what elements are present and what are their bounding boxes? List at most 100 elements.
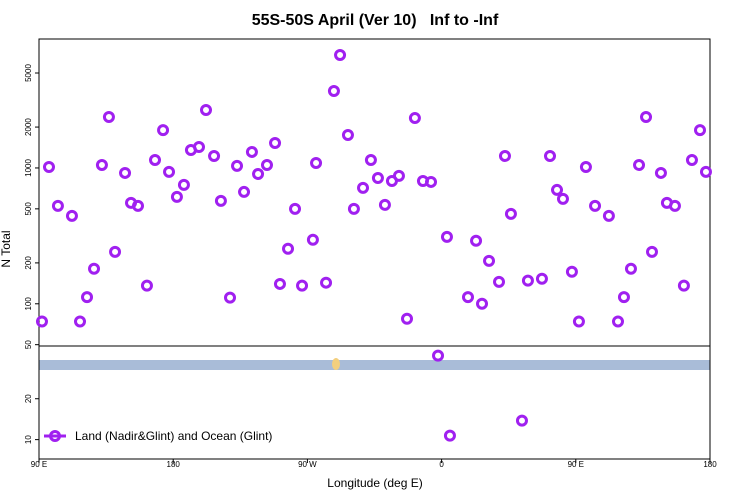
y-tick-label: 100 (24, 297, 33, 311)
data-point (95, 158, 108, 171)
data-point (149, 153, 162, 166)
data-point (163, 165, 176, 178)
y-tick-label: 2000 (24, 118, 33, 136)
data-point (378, 198, 391, 211)
data-point (269, 136, 282, 149)
data-point (694, 124, 707, 137)
legend: Land (Nadir&Glint) and Ocean (Glint) (44, 429, 272, 443)
map-land (332, 358, 340, 370)
data-point (208, 149, 221, 162)
data-point (425, 175, 438, 188)
data-point (443, 429, 456, 442)
data-point (289, 202, 302, 215)
data-point (347, 202, 360, 215)
data-point (611, 315, 624, 328)
x-tick-label: 90 E (568, 460, 584, 469)
data-point (515, 414, 528, 427)
data-point (224, 291, 237, 304)
data-point (273, 277, 286, 290)
data-point (677, 279, 690, 292)
data-point (320, 276, 333, 289)
data-point (296, 279, 309, 292)
data-point (364, 153, 377, 166)
data-point (140, 279, 153, 292)
data-point (200, 104, 213, 117)
y-tick-label: 10 (24, 435, 33, 444)
data-point (624, 262, 637, 275)
data-point (504, 207, 517, 220)
data-point (408, 112, 421, 125)
data-point (371, 171, 384, 184)
data-point (238, 185, 251, 198)
data-point (551, 183, 564, 196)
data-point (231, 159, 244, 172)
data-point (633, 158, 646, 171)
data-point (282, 242, 295, 255)
data-point (192, 141, 205, 154)
data-point (102, 111, 115, 124)
data-point (119, 166, 132, 179)
data-point (65, 209, 78, 222)
data-point (476, 297, 489, 310)
data-point (602, 209, 615, 222)
y-tick-label: 20 (24, 394, 33, 403)
x-tick-label: 0 (439, 460, 444, 469)
data-point (483, 254, 496, 267)
data-point (401, 312, 414, 325)
data-point (88, 262, 101, 275)
data-point (654, 166, 667, 179)
x-tick-label: 180 (703, 460, 717, 469)
data-point (357, 181, 370, 194)
data-point (579, 161, 592, 174)
data-point (157, 124, 170, 137)
data-point (498, 149, 511, 162)
data-point (645, 245, 658, 258)
data-point (109, 245, 122, 258)
data-point (260, 158, 273, 171)
data-point (51, 199, 64, 212)
map-strip (39, 360, 710, 370)
legend-label: Land (Nadir&Glint) and Ocean (Glint) (75, 429, 272, 443)
data-point (334, 49, 347, 62)
data-point (35, 315, 48, 328)
data-point (699, 165, 712, 178)
y-tick-label: 5000 (24, 64, 33, 82)
data-point (81, 291, 94, 304)
data-point (252, 167, 265, 180)
y-tick-label: 50 (24, 340, 33, 349)
data-point (470, 234, 483, 247)
data-point (341, 128, 354, 141)
data-point (132, 199, 145, 212)
data-point (685, 153, 698, 166)
data-point (556, 192, 569, 205)
y-axis-label: N Total (0, 230, 13, 267)
data-point (589, 199, 602, 212)
y-tick-label: 1000 (24, 159, 33, 177)
data-point (640, 111, 653, 124)
data-point (572, 315, 585, 328)
data-point (74, 315, 87, 328)
x-tick-label: 90 W (298, 460, 317, 469)
data-point (327, 85, 340, 98)
x-tick-label: 90 E (31, 460, 47, 469)
data-point (544, 149, 557, 162)
data-point (617, 291, 630, 304)
data-point (310, 156, 323, 169)
data-point (565, 265, 578, 278)
data-point (432, 349, 445, 362)
data-point (245, 145, 258, 158)
y-tick-label: 200 (24, 256, 33, 270)
data-point (306, 233, 319, 246)
data-point (392, 169, 405, 182)
x-tick-label: 180 (167, 460, 181, 469)
data-point (177, 178, 190, 191)
data-point (170, 190, 183, 203)
plot-frame (38, 38, 711, 460)
legend-marker (49, 430, 61, 442)
y-tick-label: 500 (24, 202, 33, 216)
data-point (461, 291, 474, 304)
x-axis-label: Longitude (deg E) (327, 476, 422, 490)
data-point (493, 275, 506, 288)
